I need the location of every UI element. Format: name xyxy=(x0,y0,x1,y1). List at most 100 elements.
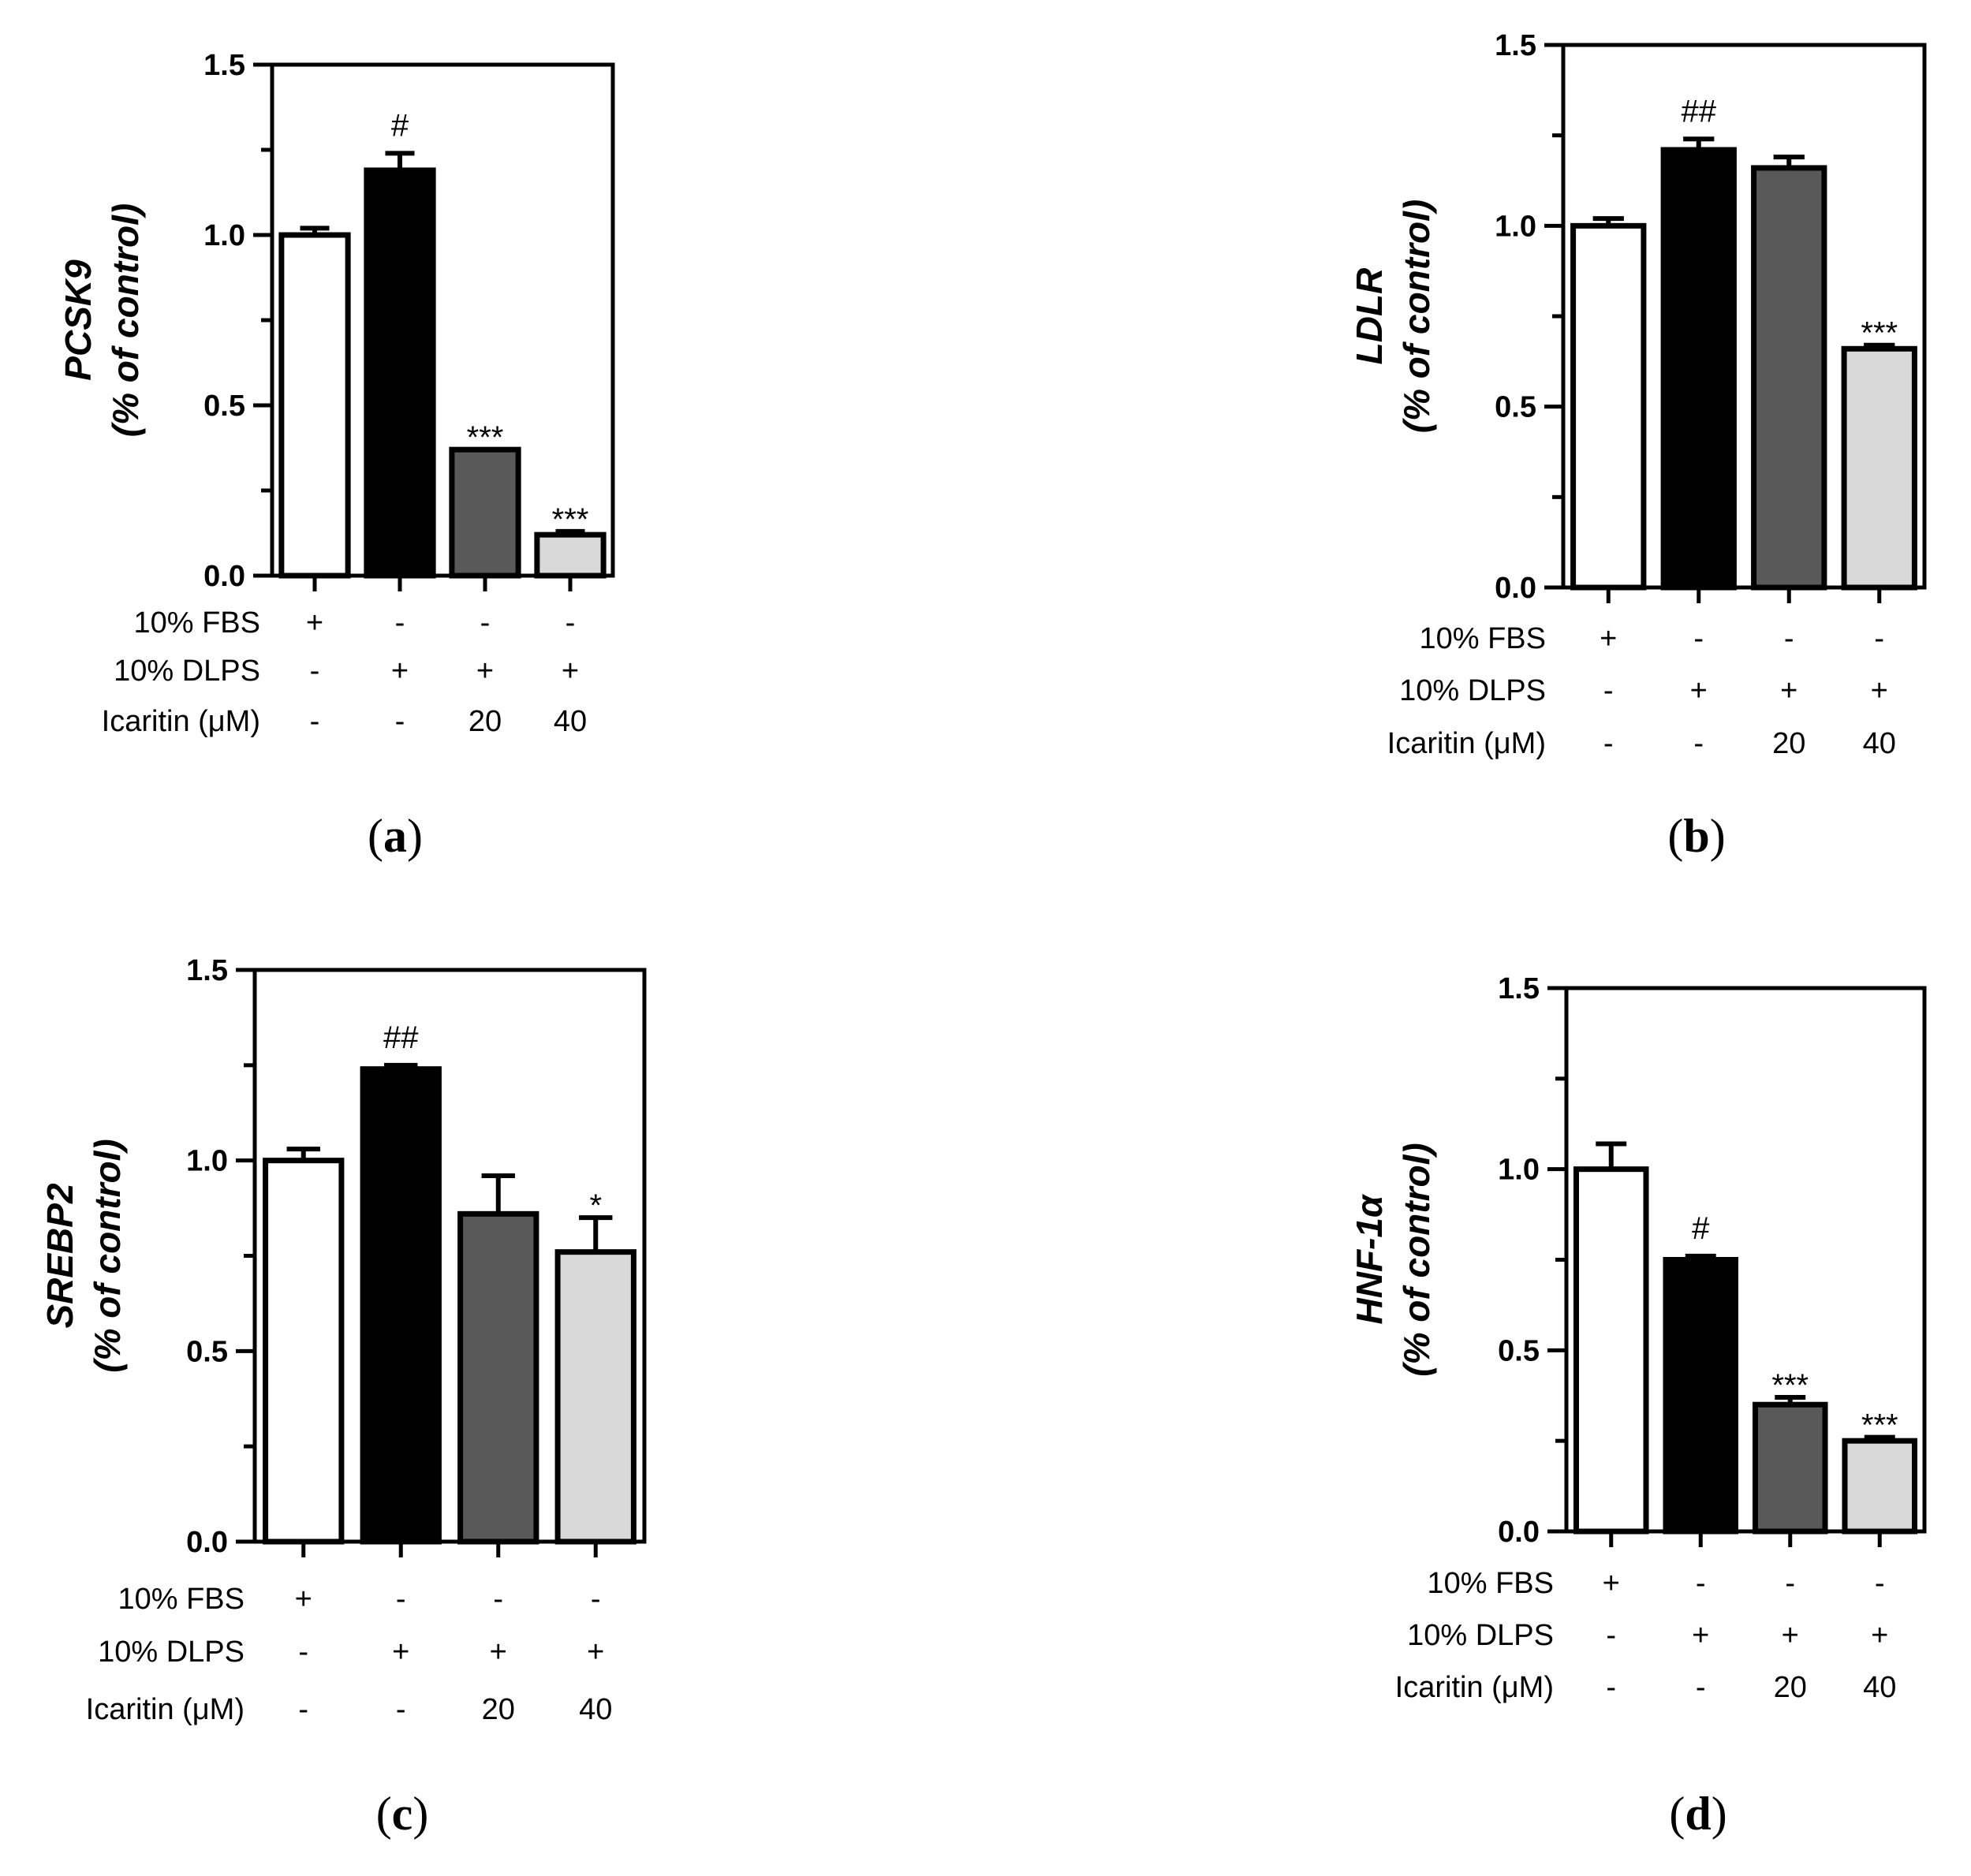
bar-2 xyxy=(1660,147,1737,591)
y-tick-label: 1.0 xyxy=(186,1145,228,1178)
y-tick-label: 0.5 xyxy=(1495,391,1536,424)
y-tick-label: 1.5 xyxy=(1495,29,1536,62)
condition-value: - xyxy=(1875,1567,1885,1600)
condition-value: + xyxy=(1782,1619,1799,1652)
y-axis-label-unit: (% of control) xyxy=(1396,200,1437,433)
significance-mark: *** xyxy=(1771,1368,1809,1403)
condition-value: + xyxy=(306,606,323,640)
bar-2 xyxy=(364,167,436,579)
y-tick-label: 0.5 xyxy=(203,390,245,423)
y-axis-label-gene: HNF-1α xyxy=(1349,1193,1390,1324)
condition-value: - xyxy=(1606,1671,1616,1704)
condition-label: 10% DLPS xyxy=(114,655,260,688)
condition-value: 40 xyxy=(1863,1671,1896,1704)
significance-mark: *** xyxy=(467,420,504,455)
condition-value: + xyxy=(476,655,494,688)
condition-value: + xyxy=(1780,674,1797,707)
condition-value: 20 xyxy=(1774,1671,1807,1704)
y-axis-label-unit: (% of control) xyxy=(105,203,146,437)
condition-value: - xyxy=(396,1693,406,1726)
panel-label: (c) xyxy=(376,1788,429,1840)
condition-value: - xyxy=(493,1583,503,1616)
panel-a: 0.0 0.5 1.0 1.5 # *** *** PCSK9 (% of control) 10… xyxy=(58,49,615,862)
bar-4 xyxy=(1841,345,1917,591)
y-tick-label: 0.5 xyxy=(186,1335,228,1368)
panel-label: (b) xyxy=(1667,810,1725,862)
bar-2 xyxy=(360,1066,442,1545)
condition-label: Icaritin (μM) xyxy=(102,705,260,738)
condition-value: - xyxy=(1785,1567,1795,1600)
condition-label: Icaritin (μM) xyxy=(86,1693,245,1726)
condition-value: + xyxy=(587,1635,604,1669)
condition-value: 20 xyxy=(1772,727,1805,760)
condition-value: + xyxy=(1692,1619,1709,1652)
condition-label: 10% DLPS xyxy=(1399,674,1546,707)
panel-c: 0.0 0.5 1.0 1.5 ## * SREBP2 (% of control) 10% F… xyxy=(39,954,647,1840)
y-tick-label: 1.5 xyxy=(186,954,228,987)
bar-3 xyxy=(1751,165,1827,591)
bar-1 xyxy=(1573,1166,1649,1535)
y-tick-label: 0.0 xyxy=(203,560,245,593)
y-tick-label: 1.0 xyxy=(1498,1154,1540,1187)
bar-3 xyxy=(457,1210,539,1545)
condition-label: 10% DLPS xyxy=(98,1635,245,1669)
y-axis-label-gene: SREBP2 xyxy=(39,1183,80,1328)
y-tick-label: 0.0 xyxy=(1498,1516,1540,1549)
bar-1 xyxy=(278,232,351,579)
condition-value: - xyxy=(1603,674,1614,707)
y-tick-label: 1.5 xyxy=(1498,972,1540,1005)
panel-label: (a) xyxy=(368,810,423,862)
y-axis-label-unit: (% of control) xyxy=(1396,1143,1437,1376)
condition-label: 10% FBS xyxy=(133,606,260,640)
bar-4 xyxy=(534,531,607,579)
y-tick-label: 0.5 xyxy=(1498,1334,1540,1367)
condition-value: + xyxy=(1690,674,1708,707)
y-tick-label: 0.0 xyxy=(1495,572,1536,605)
y-axis-label-gene: LDLR xyxy=(1349,268,1390,365)
significance-mark: ## xyxy=(383,1020,419,1055)
bar-2 xyxy=(1663,1257,1739,1535)
bar-4 xyxy=(554,1249,636,1545)
condition-value: - xyxy=(1696,1671,1706,1704)
condition-value: - xyxy=(480,606,491,640)
condition-value: 20 xyxy=(482,1693,515,1726)
significance-mark: # xyxy=(1692,1211,1710,1246)
condition-label: Icaritin (μM) xyxy=(1395,1671,1554,1704)
significance-mark: *** xyxy=(552,502,589,537)
condition-value: - xyxy=(1784,622,1794,655)
condition-label: 10% FBS xyxy=(1419,622,1546,655)
y-tick-label: 1.0 xyxy=(203,219,245,252)
significance-mark: # xyxy=(391,108,409,143)
condition-label: 10% FBS xyxy=(1427,1567,1554,1600)
condition-value: + xyxy=(1600,622,1617,655)
y-axis-label-gene: PCSK9 xyxy=(58,259,99,381)
condition-value: + xyxy=(1871,1619,1888,1652)
y-tick-label: 1.0 xyxy=(1495,210,1536,243)
significance-mark: *** xyxy=(1861,1408,1898,1443)
panel-b: 0.0 0.5 1.0 1.5 ## *** LDLR (% of control) 10% F… xyxy=(1349,29,1927,862)
condition-value: 40 xyxy=(554,705,587,738)
significance-mark: * xyxy=(589,1188,602,1223)
condition-value: - xyxy=(1693,622,1704,655)
condition-value: + xyxy=(1871,674,1888,707)
y-axis-label-unit: (% of control) xyxy=(87,1139,128,1372)
condition-label: 10% FBS xyxy=(118,1583,245,1616)
condition-value: - xyxy=(1874,622,1884,655)
condition-value: + xyxy=(295,1583,312,1616)
condition-value: - xyxy=(396,1583,406,1616)
condition-value: + xyxy=(1603,1567,1620,1600)
y-tick-label: 0.0 xyxy=(186,1526,228,1559)
condition-value: + xyxy=(490,1635,507,1669)
condition-label: Icaritin (μM) xyxy=(1387,727,1546,760)
condition-value: - xyxy=(1696,1567,1706,1600)
condition-value: - xyxy=(1693,727,1704,760)
condition-value: - xyxy=(1603,727,1614,760)
condition-value: - xyxy=(310,705,320,738)
bar-3 xyxy=(449,446,521,579)
bar-1 xyxy=(1570,222,1647,591)
bar-4 xyxy=(1842,1438,1918,1535)
condition-value: - xyxy=(591,1583,601,1616)
condition-value: + xyxy=(392,1635,409,1669)
significance-mark: *** xyxy=(1861,316,1898,351)
